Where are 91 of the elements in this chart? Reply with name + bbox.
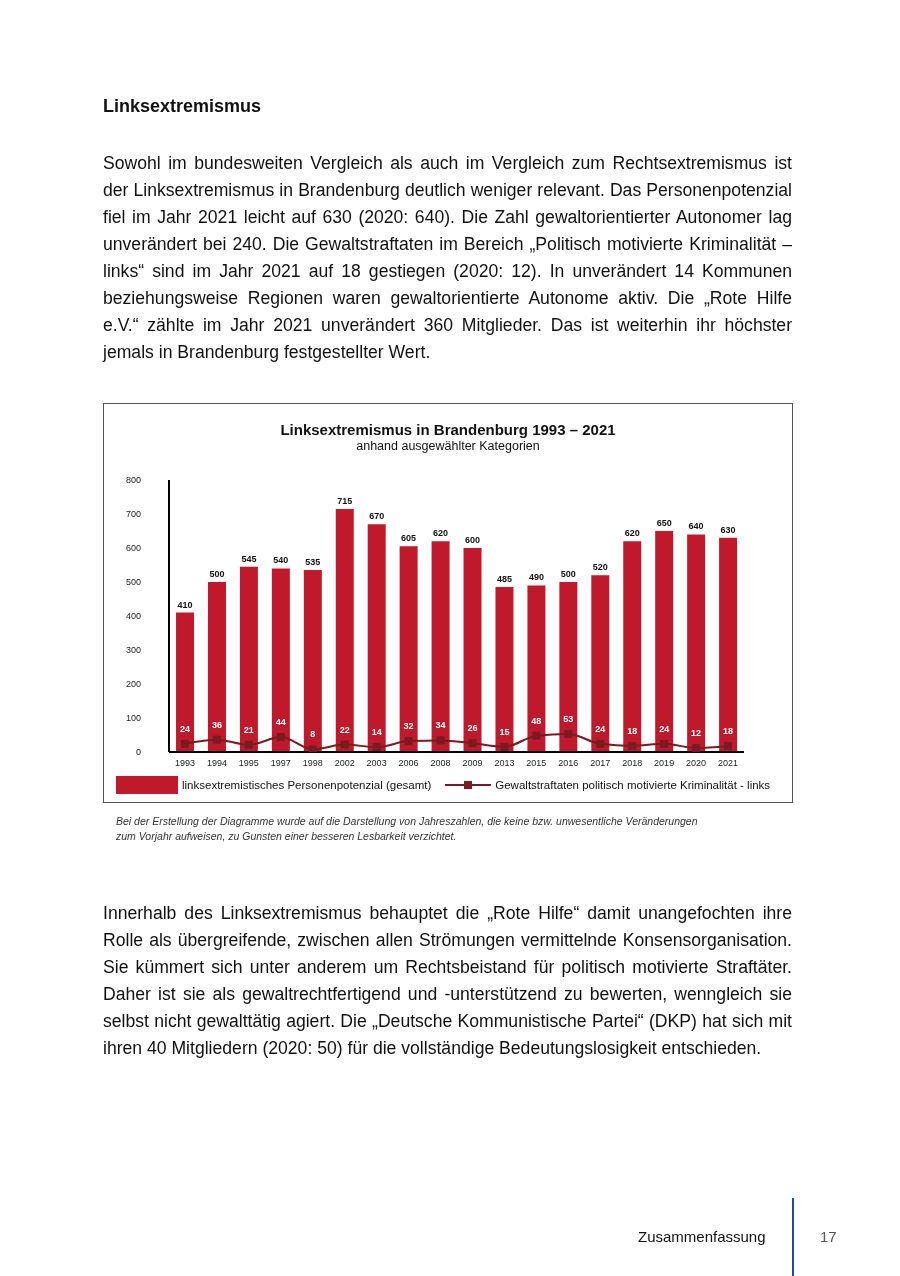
x-tick-label: 2006: [398, 758, 419, 769]
x-tick-label: 1994: [206, 758, 227, 769]
x-tick-label: 2002: [334, 758, 355, 769]
x-tick-label: 2003: [366, 758, 387, 769]
data-label: 410: [177, 599, 193, 610]
data-label: 48: [531, 715, 542, 726]
data-label: 600: [465, 535, 481, 545]
text: Zusammenfassung: [638, 1228, 766, 1245]
y-tick-label: 200: [125, 679, 141, 690]
x-tick-label: 2018: [622, 758, 643, 769]
bar: [367, 524, 386, 752]
y-tick-label: 300: [125, 645, 141, 656]
x-tick-label: 2020: [686, 758, 707, 769]
data-label: 535: [305, 557, 321, 568]
y-tick-label: 800: [125, 475, 141, 486]
data-label: 18: [723, 725, 734, 736]
data-label: 620: [624, 528, 640, 539]
data-label: 670: [369, 511, 385, 522]
data-label: 715: [337, 495, 353, 506]
x-tick-label: 1993: [174, 758, 195, 769]
x-tick-label: 1995: [238, 758, 259, 769]
data-label: 500: [209, 569, 225, 579]
bar: [303, 570, 322, 752]
data-label: 8: [310, 729, 316, 740]
bar: [207, 582, 226, 752]
bar: [271, 568, 290, 752]
bar: [623, 541, 642, 752]
data-label: 24: [595, 723, 606, 734]
text: 17: [820, 1228, 837, 1245]
y-tick-label: 400: [125, 611, 141, 622]
x-tick-label: 1997: [270, 758, 291, 769]
data-label: 12: [691, 727, 702, 738]
text: Innerhalb des Linksextremismus behauptet die „Rote Hilfe“ damit unangefochten ihre Rolle als übergreifende, zwischen allen Strömungen vermittelnde Konsensorganisation. Sie kümmert sich unter anderem um Rechtsbeistand für politisch motivierte Straftäter. Daher ist sie als gewaltrechtfertigend und -unterstützend zu bewerten, wenngleich sie selbst nicht gewalttätig agiert. Die „Deutsche Kommunistische Partei“ (DKP) hat sich mit ihren 40 Mitgliedern (2020: 50) für die vollständige Bedeutungslosigkeit entschieden.: [103, 902, 792, 1060]
data-label: 18: [627, 725, 638, 736]
x-tick-label: 2016: [558, 758, 579, 769]
bar: [495, 587, 514, 752]
data-label: 520: [592, 562, 608, 573]
x-tick-label: 2008: [430, 758, 451, 769]
data-label: 605: [401, 533, 417, 544]
bar: [176, 612, 195, 752]
data-label: 21: [243, 724, 254, 735]
data-label: 24: [179, 723, 190, 734]
x-tick-label: 2013: [494, 758, 515, 769]
bar: [431, 541, 450, 752]
data-label: 34: [435, 720, 446, 731]
data-label: 36: [211, 719, 222, 730]
data-label: 640: [688, 521, 704, 532]
bar: [399, 546, 418, 752]
text: Bei der Erstellung der Diagramme wurde auf die Darstellung von Jahreszahlen, die keine bzw. unwesentliche Veränderungen zum Vorjahr aufweisen, zu Gunsten einer besseren Lesbarkeit verzichtet.: [116, 814, 699, 844]
data-label: 26: [467, 723, 478, 734]
data-label: 620: [433, 528, 449, 539]
y-tick-label: 600: [125, 543, 141, 554]
data-label: 53: [563, 713, 574, 724]
x-tick-label: 2009: [462, 758, 483, 769]
bar: [687, 534, 706, 752]
x-tick-label: 2017: [590, 758, 611, 769]
bar: [591, 575, 610, 752]
y-tick-label: 500: [125, 577, 141, 588]
data-label: 14: [371, 727, 382, 738]
data-label: 24: [659, 723, 670, 734]
data-label: 650: [656, 518, 672, 528]
data-label: 485: [496, 574, 512, 585]
x-tick-label: 2019: [654, 758, 675, 769]
data-label: 545: [241, 553, 257, 564]
text: Linksextremismus: [103, 96, 262, 117]
bar: [559, 582, 578, 752]
bar: [463, 548, 482, 752]
chart-subtitle: anhand ausgewählter Kategorien: [355, 439, 541, 453]
bar: [527, 585, 546, 752]
x-tick-label: 2015: [526, 758, 547, 769]
chart-title: Linksextremismus in Brandenburg 1993 – 2021: [279, 421, 617, 438]
bar: [655, 531, 674, 752]
bar: [719, 537, 738, 752]
y-tick-label: 0: [135, 747, 141, 758]
data-label: 630: [720, 524, 736, 535]
bar: [335, 508, 354, 752]
y-tick-label: 100: [125, 713, 141, 724]
data-label: 32: [403, 721, 414, 732]
data-label: 44: [275, 717, 286, 728]
data-label: 540: [273, 555, 289, 566]
y-tick-label: 700: [125, 509, 141, 520]
legend-label: Gewaltstraftaten politisch motivierte Kriminalität - links: [495, 779, 771, 791]
data-label: 500: [560, 569, 576, 579]
text: linksextremistisches Personenpotenzial (gesamt): [182, 779, 432, 791]
bar: [239, 566, 258, 752]
text: Sowohl im bundesweiten Vergleich als auch im Vergleich zum Rechtsextremismus ist der Linksextremismus in Brandenburg deutlich weniger relevant. Das Personenpotenzial fiel im Jahr 2021 leicht auf 630 (2020: 640). Die Zahl gewaltorientierter Autonomer lag unverändert bei 240. Die Gewaltstraftaten im Bereich „Politisch motivierte Kriminalität – links“ sind im Jahr 2021 auf 18 gestiegen (2020: 12). In unverändert 14 Kommunen beziehungsweise Regionen waren gewaltorientierte Autonome aktiv. Die „Rote Hilfe e.V.“ zählte im Jahr 2021 unverändert 360 Mitglieder. Das ist weiterhin ihr höchster jemals in Brandenburg festgestellter Wert.: [103, 152, 792, 364]
data-label: 22: [339, 724, 350, 735]
data-label: 490: [528, 572, 544, 583]
x-tick-label: 1998: [302, 758, 323, 769]
x-tick-label: 2021: [718, 758, 739, 769]
data-label: 15: [499, 726, 510, 737]
